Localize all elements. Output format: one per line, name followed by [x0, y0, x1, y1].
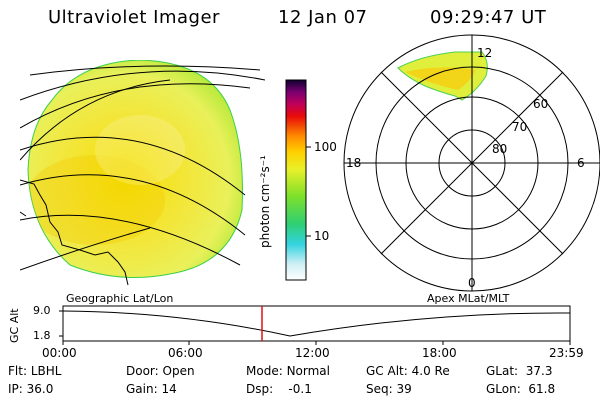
info-mode: Mode: Normal: [246, 364, 330, 378]
time-tick-1800: 18:00: [422, 346, 457, 360]
earth-image: [20, 60, 265, 286]
colorbar-unit-label: photon cm⁻²s⁻¹: [258, 155, 272, 248]
lat-label-60: 60: [533, 97, 549, 111]
colorbar-tick-10: 10: [314, 229, 330, 243]
mlt-label-18: 18: [346, 156, 362, 170]
left-panel-label: Geographic Lat/Lon: [66, 292, 174, 305]
info-seq: Seq: 39: [366, 382, 412, 396]
polar-plot: [343, 34, 600, 292]
mlt-label-6: 6: [577, 156, 585, 170]
info-dsp: Dsp: -0.1: [246, 382, 312, 396]
info-gc-alt: GC Alt: 4.0 Re: [366, 364, 450, 378]
info-gain: Gain: 14: [126, 382, 177, 396]
time-label: 09:29:47 UT: [430, 7, 547, 28]
instrument-title: Ultraviolet Imager: [48, 7, 220, 28]
altitude-tick-high: 9.0: [33, 304, 51, 317]
altitude-plot: [59, 305, 571, 345]
time-tick-0600: 06:00: [168, 346, 203, 360]
lat-label-80: 80: [492, 142, 508, 156]
lat-label-70: 70: [512, 120, 528, 134]
mlt-label-0: 0: [468, 276, 476, 290]
right-panel-label: Apex MLat/MLT: [427, 292, 510, 305]
altitude-tick-low: 1.8: [33, 329, 51, 342]
time-tick-2359: 23:59: [549, 346, 584, 360]
time-tick-0000: 00:00: [42, 346, 77, 360]
info-glon: GLon: 61.8: [486, 382, 556, 396]
info-flt: Flt: LBHL: [8, 364, 62, 378]
date-label: 12 Jan 07: [278, 7, 368, 28]
altitude-axis-label: GC Alt: [8, 308, 21, 343]
mlt-label-12: 12: [477, 46, 493, 60]
colorbar-tick-100: 100: [314, 140, 337, 154]
info-door: Door: Open: [126, 364, 195, 378]
time-tick-1200: 12:00: [295, 346, 330, 360]
info-glat: GLat: 37.3: [486, 364, 553, 378]
colorbar: [285, 79, 307, 281]
info-ip: IP: 36.0: [8, 382, 54, 396]
